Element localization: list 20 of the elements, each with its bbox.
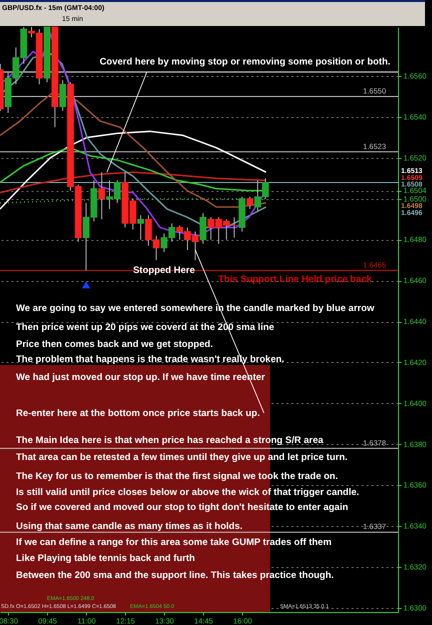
annotation: Like Playing table tennis back and furth	[16, 553, 196, 564]
candlestick	[137, 214, 144, 240]
annotation: Price then comes back and we get stopped.	[16, 339, 213, 350]
candlestick	[200, 212, 206, 244]
annotation: That area can be retested a few times until they give up and let price turn.	[16, 452, 348, 463]
annotation: Using that same candle as many times as it holds.	[16, 521, 242, 532]
line-series	[0, 171, 267, 194]
annotation: Re-enter here at the bottom once price starts back up.	[16, 408, 260, 419]
candlestick	[59, 80, 66, 112]
annotation: This Support Line Held price back	[218, 274, 373, 285]
line-series	[0, 92, 267, 208]
annotation: Coverd here by moving stop or removing some position or both.	[100, 56, 390, 68]
candlestick	[246, 196, 254, 210]
annotation: The Key for us to remember is that the first signal we took the trade on.	[16, 471, 338, 482]
annotation: So if we covered and moved our stop to tight don't hesitate to enter again	[16, 502, 348, 513]
annotation: Between the 200 sma and the support line. This takes practice though.	[16, 570, 334, 581]
annotation: The Main Idea here is that when price has reached a strong S/R area	[16, 435, 324, 446]
annotation: Is still valid until price closes below or above the wick of that trigger candle.	[16, 487, 360, 498]
annotation: If we can define a range for this area some take GUMP trades off them	[16, 537, 332, 548]
candlestick	[98, 172, 106, 220]
